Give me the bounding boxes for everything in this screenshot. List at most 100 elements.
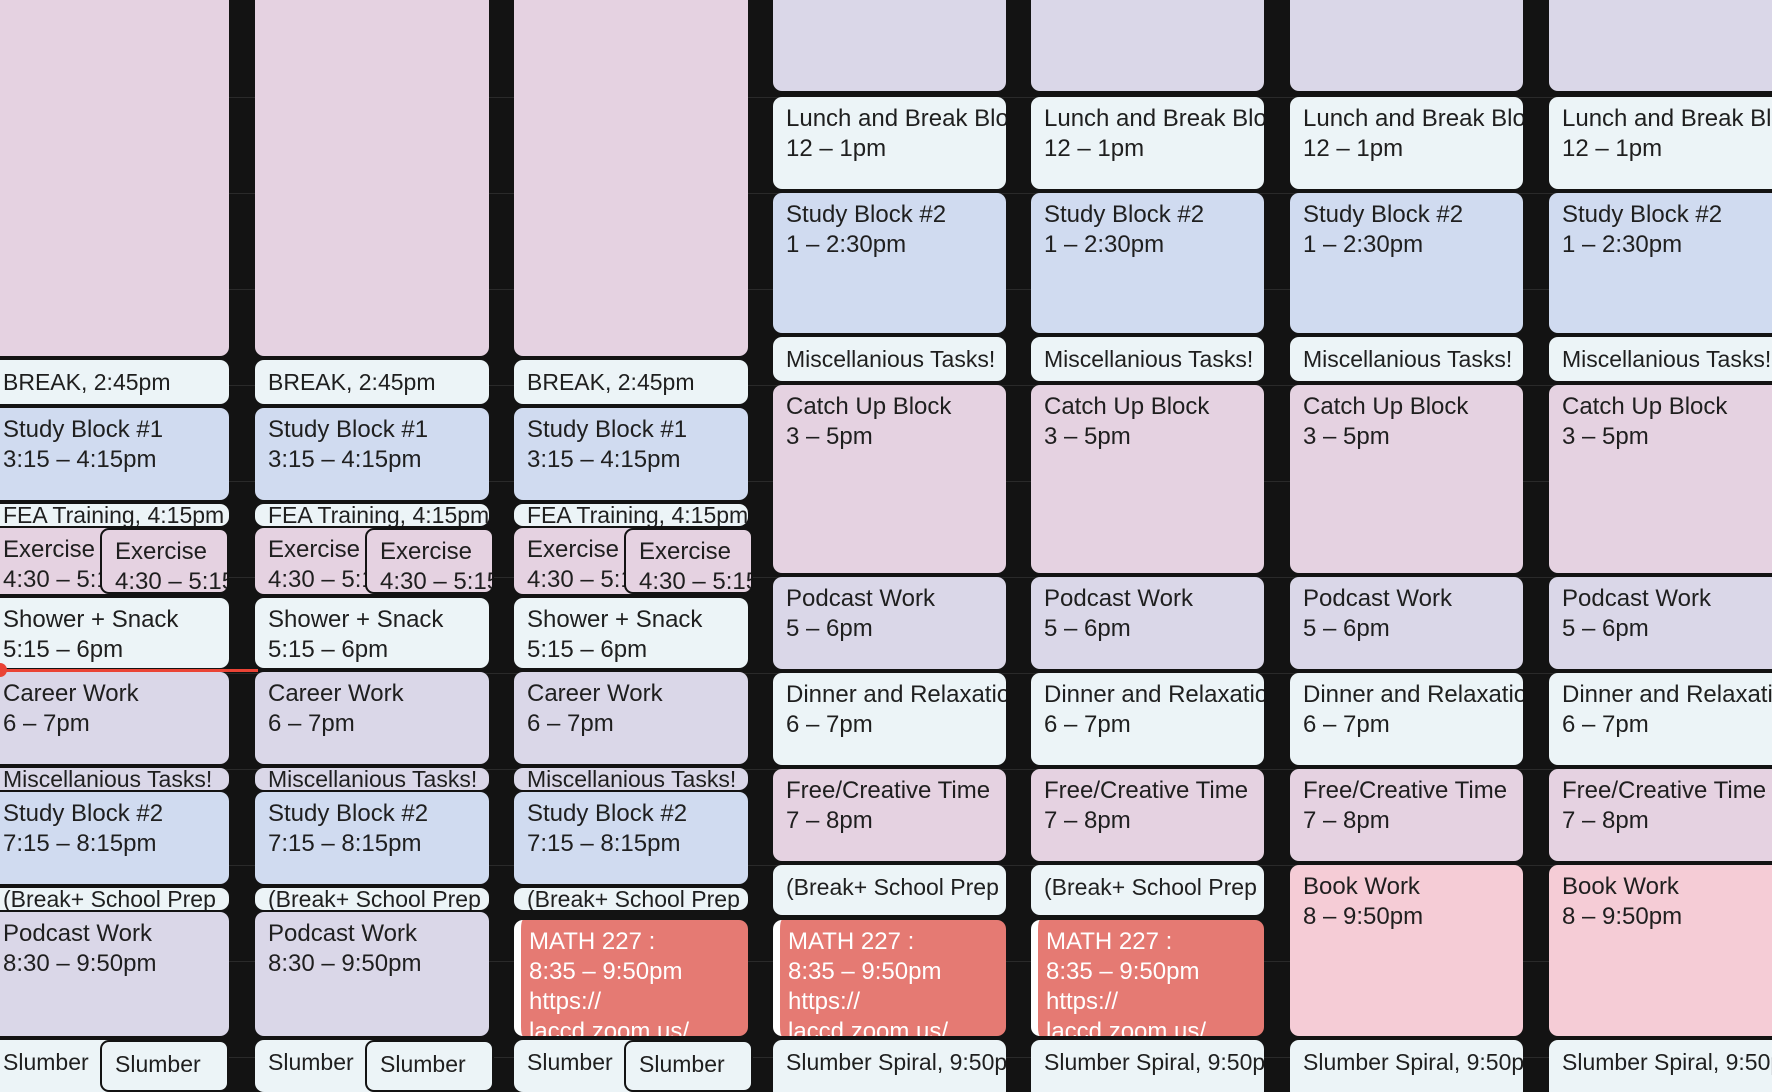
event-miscellanious-tasks[interactable]: Miscellanious Tasks! [1290,337,1523,381]
event-dinner-and-relaxation[interactable]: Dinner and Relaxation 6 – 7pm [1290,673,1523,765]
event-10-30am-12pm[interactable]: 10:30am – 12pm [1290,0,1523,91]
event-catch-up-block[interactable]: Catch Up Block 3 – 5pm [1549,385,1772,573]
event-time: 4:30 – 5:15pm [639,568,751,594]
event-career-work[interactable]: Career Work 6 – 7pm [0,672,229,764]
event-book-work[interactable]: Book Work 8 – 9:50pm [1549,865,1772,1036]
event-meeting-link[interactable]: https:// [529,988,602,1015]
event-block[interactable] [255,0,489,356]
event-podcast-work[interactable]: Podcast Work 8:30 – 9:50pm [0,912,229,1036]
event-block[interactable] [514,0,748,356]
event-time: 4:30 – 5:15pm [380,568,492,594]
event-study-block-1[interactable]: Study Block #1 3:15 – 4:15pm [514,408,748,500]
event-lunch-and-break-block[interactable]: Lunch and Break Block 12 – 1pm [1549,97,1772,189]
event-title: Career Work [527,680,663,707]
event-fea-training[interactable]: FEA Training, 4:15pm [255,504,489,526]
event-slumber[interactable]: Slumber [624,1040,753,1092]
event-slumber[interactable]: Slumber [100,1040,229,1092]
event-lunch-and-break-block[interactable]: Lunch and Break Block 12 – 1pm [773,97,1006,189]
event-miscellanious-tasks[interactable]: Miscellanious Tasks! [255,768,489,790]
event-meeting-link[interactable]: laccd.zoom.us/ [1046,1018,1207,1036]
event-free-creative-time[interactable]: Free/Creative Time 7 – 8pm [773,769,1006,861]
event-free-creative-time[interactable]: Free/Creative Time 7 – 8pm [1290,769,1523,861]
event-title: Dinner and Relaxation [1562,681,1772,708]
event-title: Catch Up Block [1562,393,1728,420]
event-slumber-spiral[interactable]: Slumber Spiral, 9:50pm [1031,1040,1264,1092]
event-break-school-prep[interactable]: (Break+ School Prep [514,888,748,910]
event-study-block-2[interactable]: Study Block #2 7:15 – 8:15pm [0,792,229,884]
event-dinner-and-relaxation[interactable]: Dinner and Relaxation 6 – 7pm [1549,673,1772,765]
event-break[interactable]: BREAK, 2:45pm [255,360,489,404]
event-career-work[interactable]: Career Work 6 – 7pm [255,672,489,764]
event-10-30am-12pm[interactable]: 10:30am – 12pm [1031,0,1264,91]
event-book-work[interactable]: Book Work 8 – 9:50pm [1290,865,1523,1036]
event-study-block-2[interactable]: Study Block #2 1 – 2:30pm [1290,193,1523,333]
event-title: Podcast Work [1562,585,1711,612]
event-dinner-and-relaxation[interactable]: Dinner and Relaxation 6 – 7pm [773,673,1006,765]
event-math-227[interactable]: MATH 227 : 8:35 – 9:50pm https:// laccd.zoo… [1031,920,1264,1036]
event-catch-up-block[interactable]: Catch Up Block 3 – 5pm [1290,385,1523,573]
event-break-school-prep[interactable]: (Break+ School Prep [773,865,1006,915]
current-time-dot [0,663,7,677]
event-slumber[interactable]: Slumber [255,1040,385,1092]
event-slumber[interactable]: Slumber [514,1040,644,1092]
event-time: 6 – 7pm [1044,711,1131,738]
event-podcast-work[interactable]: Podcast Work 5 – 6pm [773,577,1006,669]
event-study-block-2[interactable]: Study Block #2 1 – 2:30pm [1031,193,1264,333]
event-miscellanious-tasks[interactable]: Miscellanious Tasks! [0,768,229,790]
event-title: Exercise [115,538,208,565]
event-meeting-link[interactable]: https:// [788,988,861,1015]
event-study-block-1[interactable]: Study Block #1 3:15 – 4:15pm [0,408,229,500]
event-lunch-and-break-block[interactable]: Lunch and Break Block 12 – 1pm [1290,97,1523,189]
event-fea-training[interactable]: FEA Training, 4:15pm [0,504,229,526]
event-title: Slumber Spiral, [786,1049,944,1075]
event-miscellanious-tasks[interactable]: Miscellanious Tasks! [1549,337,1772,381]
event-slumber-spiral[interactable]: Slumber Spiral, 9:50pm [1549,1040,1772,1092]
event-break-school-prep[interactable]: (Break+ School Prep [0,888,229,910]
event-free-creative-time[interactable]: Free/Creative Time 7 – 8pm [1549,769,1772,861]
event-study-block-2[interactable]: Study Block #2 7:15 – 8:15pm [514,792,748,884]
event-fea-training[interactable]: FEA Training, 4:15pm [514,504,748,526]
event-miscellanious-tasks[interactable]: Miscellanious Tasks! [514,768,748,790]
event-study-block-2[interactable]: Study Block #2 1 – 2:30pm [773,193,1006,333]
event-shower-snack[interactable]: Shower + Snack 5:15 – 6pm [255,598,489,668]
event-shower-snack[interactable]: Shower + Snack 5:15 – 6pm [0,598,229,668]
event-miscellanious-tasks[interactable]: Miscellanious Tasks! [1031,337,1264,381]
event-podcast-work[interactable]: Podcast Work 5 – 6pm [1031,577,1264,669]
event-break[interactable]: BREAK, 2:45pm [0,360,229,404]
event-time: 7 – 8pm [786,807,873,834]
event-free-creative-time[interactable]: Free/Creative Time 7 – 8pm [1031,769,1264,861]
event-slumber-spiral[interactable]: Slumber Spiral, 9:50pm [773,1040,1006,1092]
event-break-school-prep[interactable]: (Break+ School Prep [255,888,489,910]
event-catch-up-block[interactable]: Catch Up Block 3 – 5pm [1031,385,1264,573]
event-break-school-prep[interactable]: (Break+ School Prep [1031,865,1264,915]
event-slumber[interactable]: Slumber [365,1040,494,1092]
event-slumber-spiral[interactable]: Slumber Spiral, 9:50pm [1290,1040,1523,1092]
event-miscellanious-tasks[interactable]: Miscellanious Tasks! [773,337,1006,381]
event-meeting-link[interactable]: https:// [1046,988,1119,1015]
event-break[interactable]: BREAK, 2:45pm [514,360,748,404]
event-10-30am-12pm[interactable]: 10:30am – 12pm [1549,0,1772,91]
event-math-227[interactable]: MATH 227 : 8:35 – 9:50pm https:// laccd.zoo… [514,920,748,1036]
event-podcast-work[interactable]: Podcast Work 5 – 6pm [1290,577,1523,669]
event-podcast-work[interactable]: Podcast Work 5 – 6pm [1549,577,1772,669]
event-10-30am-12pm[interactable]: 10:30am – 12pm [773,0,1006,91]
event-time: 8 – 9:50pm [1562,903,1683,930]
event-career-work[interactable]: Career Work 6 – 7pm [514,672,748,764]
event-meeting-link[interactable]: laccd.zoom.us/ [529,1018,690,1036]
event-dinner-and-relaxation[interactable]: Dinner and Relaxation 6 – 7pm [1031,673,1264,765]
event-study-block-1[interactable]: Study Block #1 3:15 – 4:15pm [255,408,489,500]
event-math-227[interactable]: MATH 227 : 8:35 – 9:50pm https:// laccd.zoo… [773,920,1006,1036]
event-meeting-link[interactable]: laccd.zoom.us/ [788,1018,949,1036]
event-podcast-work[interactable]: Podcast Work 8:30 – 9:50pm [255,912,489,1036]
event-block[interactable] [0,0,229,356]
event-lunch-and-break-block[interactable]: Lunch and Break Block 12 – 1pm [1031,97,1264,189]
event-catch-up-block[interactable]: Catch Up Block 3 – 5pm [773,385,1006,573]
event-shower-snack[interactable]: Shower + Snack 5:15 – 6pm [514,598,748,668]
event-study-block-2[interactable]: Study Block #2 7:15 – 8:15pm [255,792,489,884]
event-study-block-2[interactable]: Study Block #2 1 – 2:30pm [1549,193,1772,333]
